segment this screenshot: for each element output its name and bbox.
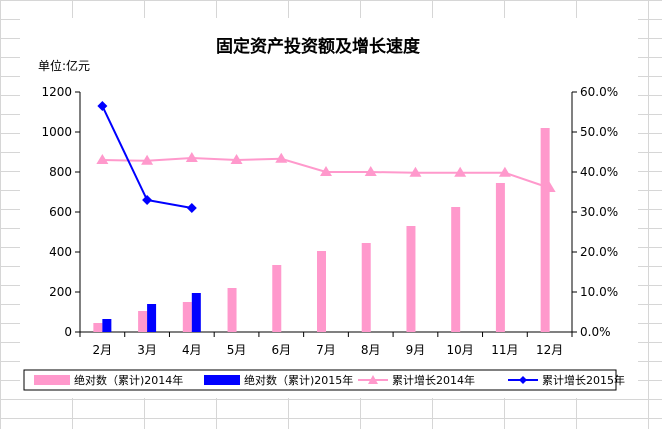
legend-swatch-bar: [204, 375, 240, 385]
point-2014: [275, 152, 288, 163]
bar-2015: [102, 319, 112, 332]
line-series: [96, 101, 556, 213]
y-right-tick-label: 0.0%: [580, 325, 611, 339]
point-2014: [141, 154, 154, 165]
y-right-tick-label: 50.0%: [580, 125, 618, 139]
y-right-tick-label: 60.0%: [580, 85, 618, 99]
legend-label: 累计增长2015年: [542, 373, 625, 387]
x-tick-label: 4月: [182, 343, 202, 357]
x-tick-label: 6月: [271, 343, 291, 357]
legend-marker-diamond: [519, 376, 527, 384]
point-2014: [230, 154, 243, 164]
x-tick-label: 2月: [93, 343, 113, 357]
point-2014: [185, 152, 198, 162]
y-left-tick-label: 600: [49, 205, 72, 219]
bar-2014: [451, 207, 461, 332]
legend-label: 绝对数（累计)2015年: [244, 373, 353, 387]
chart-frame[interactable]: 固定资产投资额及增长速度 单位:亿元 0 200 400 600 800 1000 1200…: [20, 18, 638, 398]
bar-2014: [182, 302, 192, 332]
x-tick-label: 9月: [406, 343, 426, 357]
axes: 0 200 400 600 800 1000 1200 0.0% 10.0% 20.0% 30.0%…: [41, 85, 618, 357]
point-2015: [142, 195, 153, 205]
y-right-tick-label: 20.0%: [580, 245, 618, 259]
y-left-tick-label: 1000: [41, 125, 72, 139]
bar-2014: [495, 183, 505, 332]
bar-2014: [317, 251, 326, 332]
y-right-tick-label: 30.0%: [580, 205, 618, 219]
x-tick-label: 11月: [491, 343, 518, 357]
y-left-tick-label: 0: [64, 325, 72, 339]
point-2014: [498, 166, 511, 177]
point-2014: [320, 166, 332, 176]
chart-title: 固定资产投资额及增长速度: [216, 36, 421, 57]
legend-swatch-bar: [34, 375, 70, 385]
bar-2014: [406, 226, 416, 332]
y-right-tick-label: 40.0%: [580, 165, 618, 179]
x-tick-label: 3月: [137, 343, 157, 357]
legend-box: [23, 369, 617, 391]
point-2014: [454, 166, 467, 177]
x-tick-label: 5月: [227, 343, 247, 357]
legend-label: 累计增长2014年: [392, 373, 475, 387]
bar-series: [93, 128, 550, 332]
bar-2015: [147, 304, 157, 332]
bar-2014: [540, 128, 550, 332]
bar-2014: [138, 311, 148, 332]
point-2015: [97, 101, 108, 111]
chart-svg: 固定资产投资额及增长速度 单位:亿元 0 200 400 600 800 1000 1200…: [23, 36, 625, 391]
y-left-tick-label: 1200: [41, 85, 72, 99]
bar-2015: [191, 293, 201, 332]
y-left-tick-label: 200: [49, 285, 72, 299]
legend: 绝对数（累计)2014年 绝对数（累计)2015年 累计增长2014年 累计增长201…: [23, 369, 625, 391]
point-2014: [543, 182, 556, 192]
x-tick-label: 12月: [536, 343, 563, 357]
x-tick-label: 10月: [447, 343, 474, 357]
x-tick-label: 8月: [361, 343, 381, 357]
y-right-tick-label: 10.0%: [580, 285, 618, 299]
bar-2014: [361, 243, 371, 332]
point-2014: [96, 154, 109, 164]
bar-2014: [93, 323, 103, 332]
legend-label: 绝对数（累计)2014年: [74, 373, 183, 387]
unit-label: 单位:亿元: [38, 58, 90, 73]
x-tick-label: 7月: [316, 343, 336, 357]
point-2015: [186, 203, 197, 213]
bar-2014: [227, 288, 237, 332]
point-2014: [409, 166, 422, 177]
y-left-tick-label: 800: [49, 165, 72, 179]
bar-2014: [272, 265, 282, 332]
point-2014: [364, 166, 377, 176]
y-left-tick-label: 400: [49, 245, 72, 259]
legend-marker-triangle: [368, 375, 378, 384]
